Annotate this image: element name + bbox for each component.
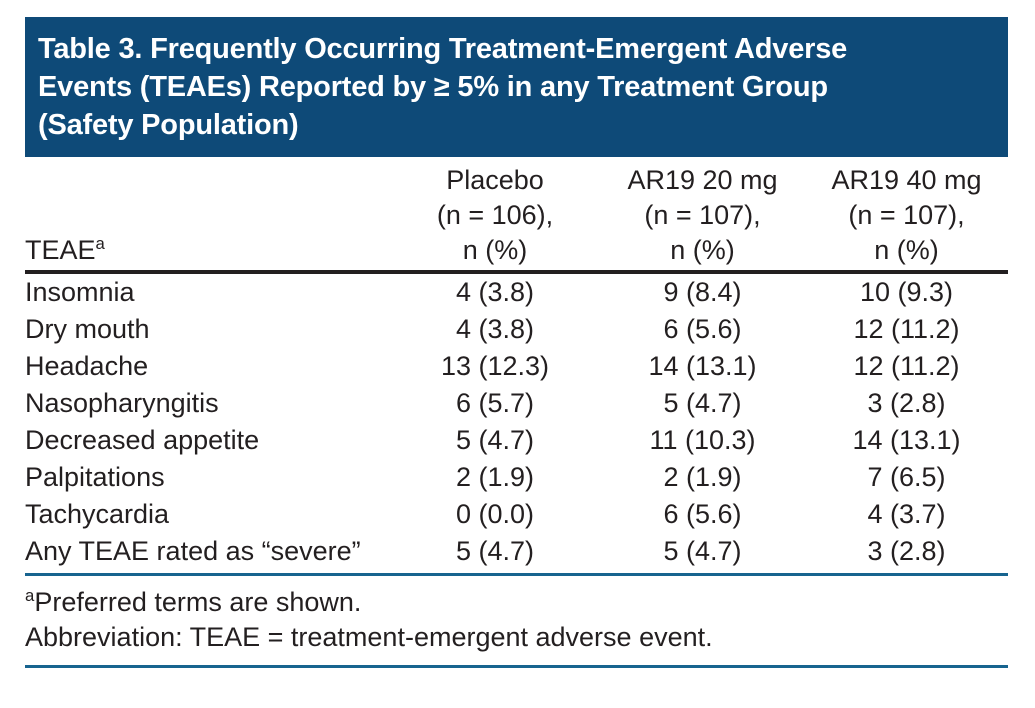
teae-term: Tachycardia	[25, 499, 170, 529]
value-ar19-20mg: 11 (10.3)	[649, 425, 756, 455]
teae-term: Palpitations	[25, 462, 165, 492]
value-placebo: 2 (1.9)	[455, 462, 535, 492]
value-placebo: 5 (4.7)	[455, 425, 535, 455]
column-unit: n (%)	[670, 235, 735, 265]
table-title-bar: Table 3. Frequently Occurring Treatment-…	[25, 17, 1008, 157]
footnote-text: Preferred terms are shown.	[34, 587, 362, 617]
value-ar19-40mg: 10 (9.3)	[859, 277, 954, 307]
table-row: Any TEAE rated as “severe” 5 (4.7) 5 (4.…	[25, 533, 1008, 570]
value-ar19-40mg: 14 (13.1)	[852, 425, 961, 455]
table-body: Insomnia 4 (3.8) 9 (8.4) 10 (9.3) Dry mo…	[25, 274, 1008, 570]
value-placebo: 0 (0.0)	[455, 499, 535, 529]
value-ar19-40mg: 12 (11.2)	[853, 314, 960, 344]
table-title-line-1: Table 3. Frequently Occurring Treatment-…	[38, 33, 848, 65]
value-ar19-20mg: 9 (8.4)	[663, 277, 742, 307]
table-row: Dry mouth 4 (3.8) 6 (5.6) 12 (11.2)	[25, 311, 1008, 348]
value-ar19-20mg: 5 (4.7)	[663, 536, 742, 566]
value-ar19-40mg: 7 (6.5)	[867, 462, 946, 492]
figure-bottom-rule	[25, 665, 1008, 668]
table-row: Tachycardia 0 (0.0) 6 (5.6) 4 (3.7)	[25, 496, 1008, 533]
table-title-line-2: Events (TEAEs) Reported by ≥ 5% in any T…	[38, 71, 828, 103]
value-ar19-20mg: 2 (1.9)	[663, 462, 742, 492]
table-row: Headache 13 (12.3) 14 (13.1) 12 (11.2)	[25, 348, 1008, 385]
table-column-headers: TEAEa Placebo (n = 106), n (%) AR19 20 m…	[25, 157, 1008, 274]
table-bottom-rule	[25, 573, 1008, 576]
table-row: Decreased appetite 5 (4.7) 11 (10.3) 14 …	[25, 422, 1008, 459]
footnote-preferred-terms: aPreferred terms are shown.	[25, 585, 1008, 620]
column-name: AR19 40 mg	[831, 165, 982, 195]
table-row: Palpitations 2 (1.9) 2 (1.9) 7 (6.5)	[25, 459, 1008, 496]
table-row: Insomnia 4 (3.8) 9 (8.4) 10 (9.3)	[25, 274, 1008, 311]
column-n: (n = 107),	[644, 200, 761, 230]
value-ar19-40mg: 3 (2.8)	[867, 388, 946, 418]
footnote-abbreviation: Abbreviation: TEAE = treatment-emergent …	[25, 622, 713, 652]
column-n: (n = 106),	[436, 200, 554, 230]
value-ar19-20mg: 6 (5.6)	[663, 314, 742, 344]
column-unit: n (%)	[874, 235, 939, 265]
value-placebo: 13 (12.3)	[440, 351, 550, 381]
teae-term: Dry mouth	[25, 314, 150, 344]
teae-term: Headache	[25, 351, 149, 381]
column-header-placebo: Placebo (n = 106), n (%)	[390, 163, 600, 268]
column-unit: n (%)	[462, 235, 528, 265]
column-header-ar19-20mg: AR19 20 mg (n = 107), n (%)	[600, 163, 805, 268]
teae-term: Nasopharyngitis	[25, 388, 219, 418]
footnote-superscript: a	[25, 586, 35, 605]
column-name: Placebo	[446, 165, 544, 195]
teae-header-label: TEAE	[25, 235, 96, 265]
column-n: (n = 107),	[848, 200, 965, 230]
column-header-ar19-40mg: AR19 40 mg (n = 107), n (%)	[805, 163, 1008, 268]
table-row: Nasopharyngitis 6 (5.7) 5 (4.7) 3 (2.8)	[25, 385, 1008, 422]
table-footnotes: aPreferred terms are shown. Abbreviation…	[25, 576, 1008, 655]
value-ar19-40mg: 12 (11.2)	[853, 351, 960, 381]
column-name: AR19 20 mg	[627, 165, 778, 195]
value-ar19-20mg: 6 (5.6)	[663, 499, 742, 529]
teae-header-superscript: a	[95, 234, 105, 253]
value-ar19-40mg: 3 (2.8)	[867, 536, 946, 566]
value-ar19-40mg: 4 (3.7)	[867, 499, 946, 529]
column-header-teae: TEAEa	[25, 233, 390, 268]
value-placebo: 5 (4.7)	[455, 536, 535, 566]
teae-term: Insomnia	[25, 277, 135, 307]
table-title-line-3: (Safety Population)	[38, 109, 299, 141]
teae-term: Any TEAE rated as “severe”	[25, 536, 361, 566]
value-placebo: 4 (3.8)	[455, 277, 535, 307]
value-ar19-20mg: 14 (13.1)	[648, 351, 757, 381]
value-ar19-20mg: 5 (4.7)	[663, 388, 742, 418]
teae-term: Decreased appetite	[25, 425, 260, 455]
value-placebo: 6 (5.7)	[455, 388, 535, 418]
value-placebo: 4 (3.8)	[455, 314, 535, 344]
